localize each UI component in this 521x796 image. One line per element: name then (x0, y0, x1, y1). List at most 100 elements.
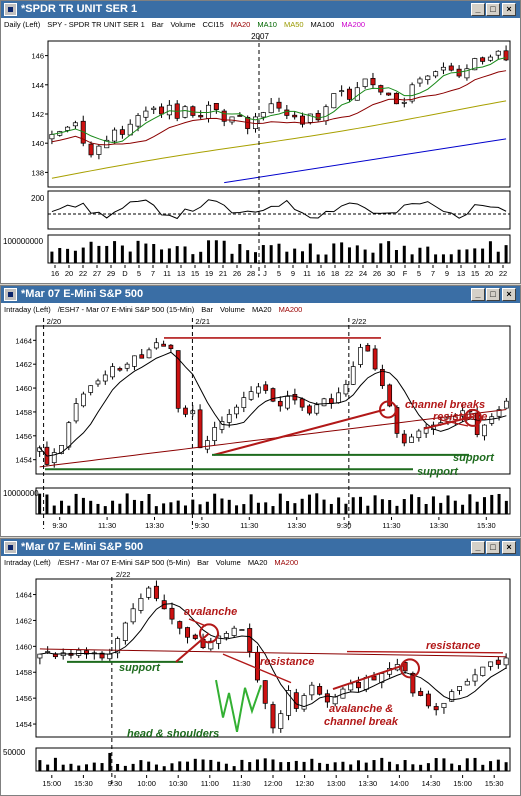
volume-bar (287, 762, 291, 771)
x-tick-label: 11 (303, 269, 311, 278)
x-tick-label: 7 (151, 269, 155, 278)
volume-bar (261, 245, 265, 263)
minimize-icon[interactable]: _ (471, 541, 485, 554)
y-tick-label: 142 (31, 110, 44, 119)
volume-bar (85, 764, 89, 771)
x-tick-label: 14:00 (390, 779, 409, 788)
y-tick-label: 1454 (15, 720, 32, 729)
chart-window-icon[interactable] (4, 3, 17, 16)
candle-body (175, 350, 181, 409)
volume-bar (366, 505, 370, 514)
volume-bar (481, 764, 485, 771)
volume-bar (403, 760, 407, 771)
volume-bar (461, 504, 465, 514)
volume-bar (38, 760, 42, 771)
candle-body (402, 662, 408, 672)
chart-2-svg: 1454 1456 1458 1460 1462 1464 2/20 2/21 2/22 cha… (3, 317, 511, 530)
candle-body (73, 403, 79, 422)
candle-body (241, 397, 247, 408)
window-es-5min: *Mar 07 E-Mini S&P 500 _ □ × Intraday (L… (0, 538, 521, 796)
candle-body (102, 374, 108, 382)
maximize-icon[interactable]: □ (486, 541, 500, 554)
window-title-bar[interactable]: *Mar 07 E-Mini S&P 500 _ □ × (1, 286, 520, 303)
time-axis: 15:00 15:30 9:30 10:00 10:30 11:00 11:30 12:00 1… (42, 775, 504, 788)
volume-bar (152, 244, 156, 263)
volume-bar (191, 254, 195, 263)
x-tick-label: 18 (331, 269, 339, 278)
volume-bar (410, 254, 414, 263)
candle-body (159, 106, 165, 115)
chart-window-icon[interactable] (4, 288, 17, 301)
candle-body (182, 106, 188, 118)
ma200-line (39, 648, 507, 658)
x-tick-label: J (263, 269, 267, 278)
candle-body (95, 380, 101, 385)
candle-body (348, 683, 354, 691)
maximize-icon[interactable]: □ (486, 288, 500, 301)
head-shoulders-pattern (215, 679, 262, 733)
price-candles (49, 36, 509, 276)
candle-body (425, 693, 431, 707)
close-icon[interactable]: × (502, 3, 516, 16)
volume-bar (198, 504, 202, 514)
candle-body (324, 693, 330, 703)
candle-body (153, 342, 159, 349)
candle-body (276, 101, 282, 109)
volume-bar (457, 765, 461, 771)
volume-bar (388, 500, 392, 514)
volume-bar (325, 763, 329, 771)
info-ma10: MA10 (257, 20, 277, 29)
candle-body (49, 134, 55, 140)
volume-bar (279, 762, 283, 771)
candle-body (503, 50, 509, 61)
info-period: Intraday (Left) (4, 558, 51, 567)
volume-bar (497, 493, 501, 514)
volume-bar (434, 254, 438, 263)
candle-body (386, 92, 392, 96)
candle-body (256, 386, 261, 394)
volume-bar (418, 247, 422, 263)
window-title: *SPDR TR UNIT SER 1 (21, 3, 138, 15)
resistance-line-mid (222, 653, 292, 684)
chart-window-icon[interactable] (4, 541, 17, 554)
x-tick-label: 11:30 (98, 521, 116, 530)
candle-body (124, 363, 130, 369)
info-ma50: MA50 (283, 20, 304, 29)
maximize-icon[interactable]: □ (486, 3, 500, 16)
volume-bar (246, 250, 250, 263)
candle-body (418, 691, 424, 696)
candle-body (331, 93, 337, 109)
x-tick-label: 28 (247, 269, 255, 278)
volume-bar (446, 495, 450, 514)
volume-bar (347, 247, 351, 263)
candle-body (146, 587, 152, 598)
minimize-icon[interactable]: _ (471, 3, 485, 16)
volume-bar (341, 761, 345, 771)
volume-bar (162, 766, 166, 771)
volume-bar (496, 251, 500, 263)
close-icon[interactable]: × (502, 541, 516, 554)
candle-body (88, 385, 94, 393)
window-title-bar[interactable]: *Mar 07 E-Mini S&P 500 _ □ × (1, 539, 520, 556)
close-icon[interactable]: × (502, 288, 516, 301)
volume-bar (96, 503, 100, 514)
candle-body (151, 107, 157, 110)
date-axis: 16 20 22 27 29 D 5 7 11 13 15 19 21 26 28 J 5 9 11 16 18 22 24… (51, 265, 507, 278)
x-tick-label: 11:00 (201, 779, 219, 788)
candle-body (286, 690, 292, 716)
volume-bar (227, 499, 231, 514)
x-tick-label: 20 (65, 269, 73, 278)
volume-bar (240, 759, 244, 771)
x-tick-label: 10:30 (169, 779, 188, 788)
volume-bar (278, 493, 282, 514)
candle-body (336, 392, 341, 403)
x-tick-label: 9 (445, 269, 449, 278)
candle-body (72, 122, 78, 127)
candle-body (81, 393, 86, 407)
window-title-bar[interactable]: *SPDR TR UNIT SER 1 _ □ × (1, 1, 520, 18)
x-tick-label: 15:30 (74, 779, 93, 788)
volume-bar (213, 493, 217, 514)
candle-body (143, 110, 149, 118)
candle-body (234, 406, 239, 415)
minimize-icon[interactable]: _ (471, 288, 485, 301)
